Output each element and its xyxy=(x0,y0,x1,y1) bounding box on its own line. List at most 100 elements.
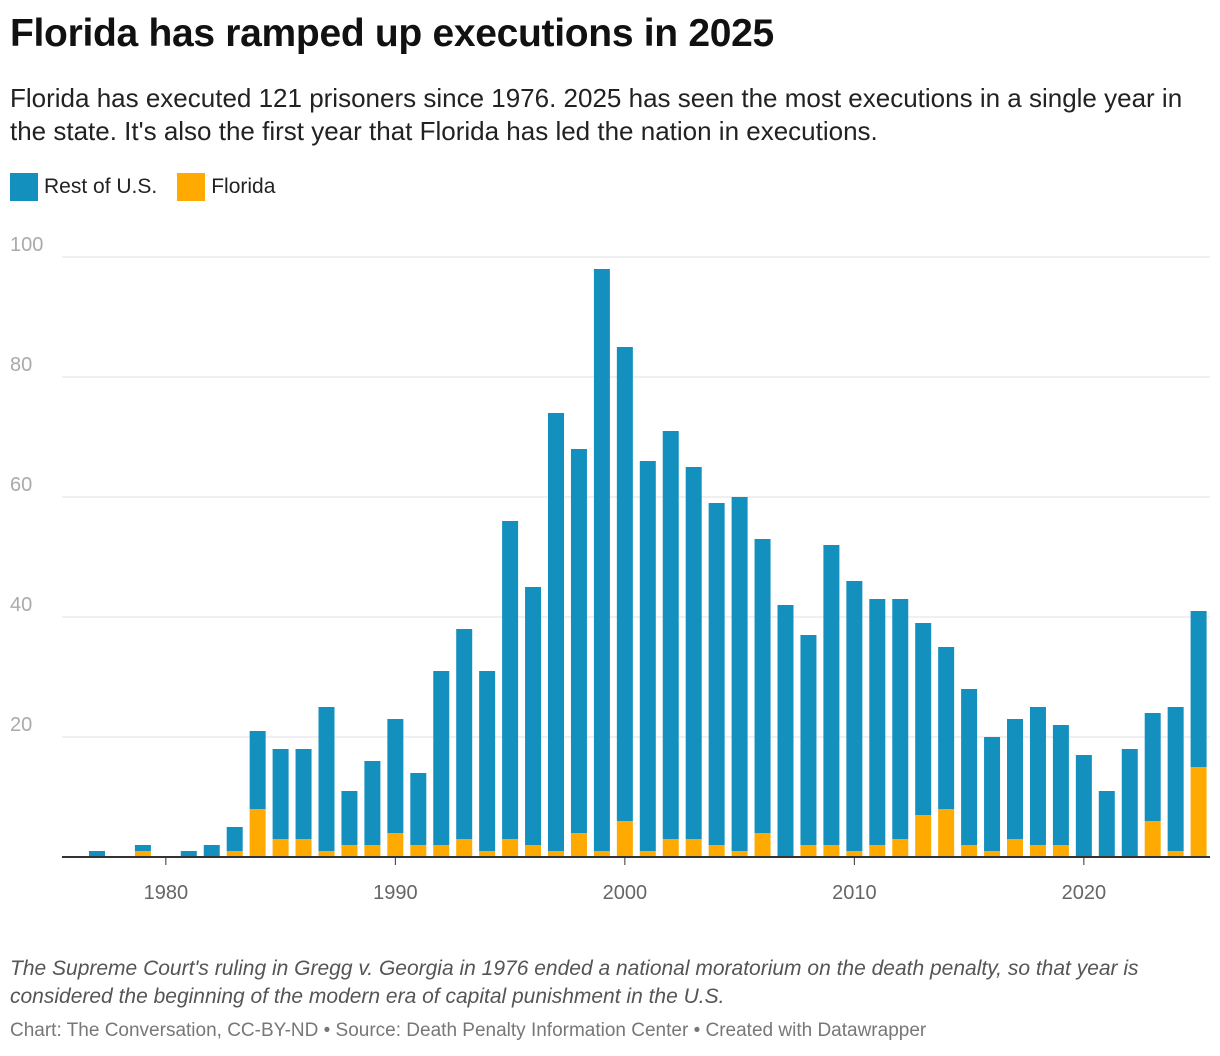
bar-rest-2005 xyxy=(731,497,748,851)
bar-rest-1982 xyxy=(203,845,220,857)
stacked-bar-chart: 20 40 60 80 100 1980 1990 2000 2010 2020 xyxy=(10,234,1210,904)
bar-florida-2014 xyxy=(938,809,955,857)
y-tick-label-100: 100 xyxy=(10,234,43,256)
bar-florida-2000 xyxy=(616,821,633,857)
bar-florida-2024 xyxy=(1167,851,1184,857)
x-tick-label-1990: 1990 xyxy=(373,882,418,904)
bar-rest-2016 xyxy=(984,737,1001,851)
bar-florida-1986 xyxy=(295,839,312,857)
bar-florida-1990 xyxy=(387,833,404,857)
bar-rest-2017 xyxy=(1007,719,1023,839)
bar-florida-1999 xyxy=(593,851,610,857)
bar-rest-2010 xyxy=(846,581,863,851)
y-tick-label-40: 40 xyxy=(10,594,32,616)
bar-florida-1997 xyxy=(548,851,564,857)
bar-rest-1998 xyxy=(570,449,587,833)
bar-rest-2020 xyxy=(1075,755,1092,857)
bar-florida-1994 xyxy=(479,851,496,857)
bar-florida-2001 xyxy=(639,851,656,857)
bar-rest-2001 xyxy=(639,461,656,851)
bar-rest-1987 xyxy=(318,707,335,851)
bar-florida-2019 xyxy=(1052,845,1069,857)
bar-florida-2008 xyxy=(800,845,817,857)
bar-rest-2002 xyxy=(662,431,679,839)
bar-rest-2025 xyxy=(1190,611,1207,767)
bar-florida-1995 xyxy=(502,839,519,857)
bar-rest-2019 xyxy=(1052,725,1069,845)
bar-rest-2003 xyxy=(685,467,702,839)
y-tick-label-20: 20 xyxy=(10,714,32,736)
bar-florida-1979 xyxy=(134,851,151,857)
bar-rest-2022 xyxy=(1121,749,1138,857)
bar-florida-2006 xyxy=(754,833,771,857)
bar-rest-2018 xyxy=(1029,707,1046,845)
bar-rest-1994 xyxy=(479,671,496,851)
bar-rest-1985 xyxy=(272,749,289,839)
bar-florida-1987 xyxy=(318,851,335,857)
bar-florida-2005 xyxy=(731,851,748,857)
bar-rest-2014 xyxy=(938,647,955,809)
bar-rest-1983 xyxy=(226,827,243,851)
bar-florida-1996 xyxy=(525,845,542,857)
legend-swatch-rest-of-us xyxy=(10,173,38,201)
bar-rest-1988 xyxy=(341,791,358,845)
bar-florida-1988 xyxy=(341,845,358,857)
bar-florida-2023 xyxy=(1144,821,1161,857)
bar-florida-1989 xyxy=(364,845,381,857)
bar-rest-1991 xyxy=(410,773,427,845)
chart-note: The Supreme Court's ruling in Gregg v. G… xyxy=(10,957,1139,1008)
x-tick-label-2020: 2020 xyxy=(1062,882,1107,904)
bar-rest-1996 xyxy=(525,587,542,845)
y-tick-label-60: 60 xyxy=(10,474,32,496)
bar-florida-2009 xyxy=(823,845,840,857)
bar-rest-1984 xyxy=(249,731,266,809)
bar-rest-2023 xyxy=(1144,713,1161,821)
bar-florida-2018 xyxy=(1029,845,1046,857)
bar-florida-2017 xyxy=(1007,839,1023,857)
bar-florida-2003 xyxy=(685,839,702,857)
bar-florida-1984 xyxy=(249,809,266,857)
bar-florida-2025 xyxy=(1190,767,1207,857)
bar-rest-2013 xyxy=(915,623,932,815)
bar-rest-1993 xyxy=(456,629,473,839)
bar-rest-2004 xyxy=(708,503,725,845)
x-tick-label-2000: 2000 xyxy=(603,882,648,904)
x-tick-label-2010: 2010 xyxy=(832,882,877,904)
legend-swatch-florida xyxy=(177,173,206,201)
bar-florida-1998 xyxy=(570,833,587,857)
bar-florida-1991 xyxy=(410,845,427,857)
x-tick-label-1980: 1980 xyxy=(144,882,189,904)
bar-florida-2015 xyxy=(961,845,978,857)
bar-rest-1997 xyxy=(548,413,564,851)
bar-rest-2000 xyxy=(616,347,633,821)
bar-rest-2021 xyxy=(1098,791,1115,857)
bar-rest-2009 xyxy=(823,545,840,845)
legend-item-florida: Florida xyxy=(177,173,275,201)
bar-florida-1985 xyxy=(272,839,289,857)
bar-rest-2007 xyxy=(777,605,794,857)
legend-label-florida: Florida xyxy=(211,175,276,198)
legend: Rest of U.S. Florida xyxy=(10,173,295,201)
bar-rest-1995 xyxy=(502,521,519,839)
legend-item-rest-of-us: Rest of U.S. xyxy=(10,173,157,201)
bar-rest-1979 xyxy=(134,845,151,851)
bar-rest-2012 xyxy=(892,599,909,839)
bar-rest-1986 xyxy=(295,749,312,839)
bar-rest-1977 xyxy=(89,851,105,857)
bar-florida-2012 xyxy=(892,839,909,857)
chart-title: Florida has ramped up executions in 2025 xyxy=(10,12,774,55)
bar-rest-1992 xyxy=(433,671,450,845)
bar-florida-1992 xyxy=(433,845,450,857)
bar-rest-1990 xyxy=(387,719,404,833)
bar-rest-1999 xyxy=(593,269,610,851)
bar-rest-2024 xyxy=(1167,707,1184,851)
bar-rest-1981 xyxy=(180,851,197,857)
bar-rest-2008 xyxy=(800,635,817,845)
bar-rest-2011 xyxy=(869,599,886,845)
y-tick-label-80: 80 xyxy=(10,354,32,376)
bar-rest-2015 xyxy=(961,689,978,845)
bar-florida-2011 xyxy=(869,845,886,857)
bar-florida-2016 xyxy=(984,851,1001,857)
bar-florida-1983 xyxy=(226,851,243,857)
chart-credit: Chart: The Conversation, CC-BY-ND • Sour… xyxy=(10,1020,927,1041)
